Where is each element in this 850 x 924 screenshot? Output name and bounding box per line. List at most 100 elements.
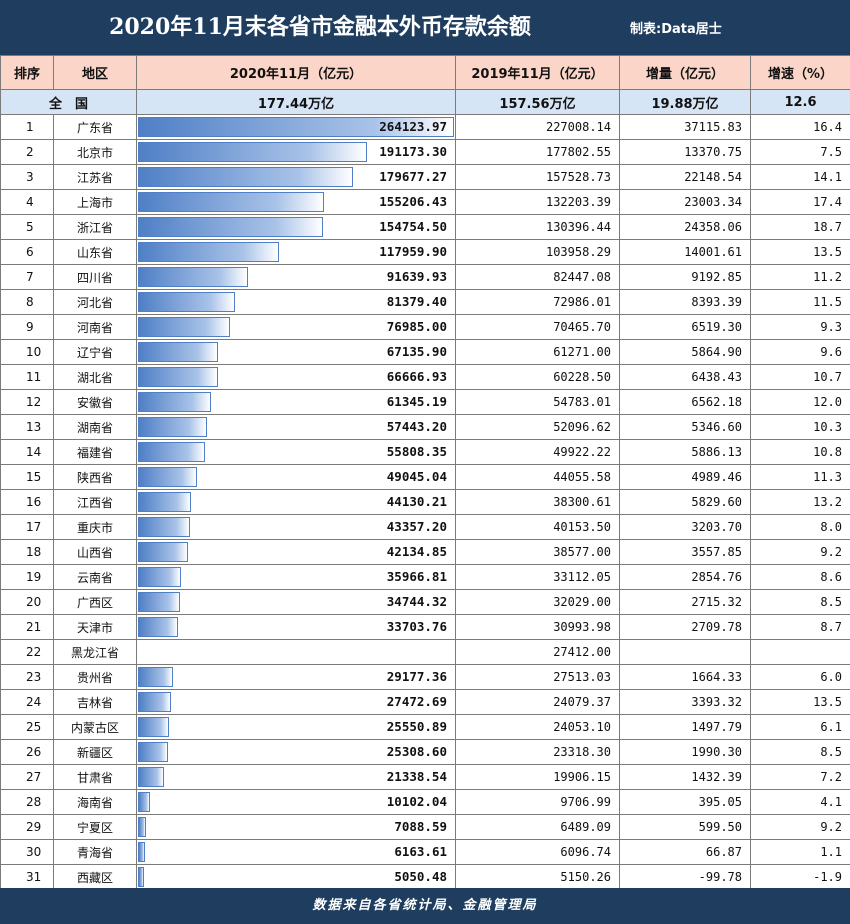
data-bar <box>138 142 367 162</box>
data-bar <box>138 117 454 137</box>
increase-cell: 2709.78 <box>619 614 751 640</box>
deposit-2020-cell: 155206.43 <box>136 189 456 215</box>
rank-cell: 30 <box>0 839 54 865</box>
deposit-2019-cell: 24053.10 <box>455 714 620 740</box>
deposit-2019-cell: 54783.01 <box>455 389 620 415</box>
deposit-2020-value: 44130.21 <box>386 494 447 509</box>
rank-cell: 21 <box>0 614 54 640</box>
maker-credit: 制表:Data居士 <box>630 22 722 37</box>
rank-cell: 16 <box>0 489 54 515</box>
region-cell: 山东省 <box>53 239 137 265</box>
table-row: 19 云南省 35966.81 33112.05 2854.76 8.6 <box>0 564 850 590</box>
data-bar <box>138 317 230 337</box>
rank-cell: 5 <box>0 214 54 240</box>
region-cell: 上海市 <box>53 189 137 215</box>
deposit-2020-value: 117959.90 <box>379 244 447 259</box>
region-cell: 新疆区 <box>53 739 137 765</box>
region-cell: 河北省 <box>53 289 137 315</box>
deposit-2020-value: 154754.50 <box>379 219 447 234</box>
table-row: 18 山西省 42134.85 38577.00 3557.85 9.2 <box>0 539 850 565</box>
increase-cell: 9192.85 <box>619 264 751 290</box>
table-row: 1 广东省 264123.97 227008.14 37115.83 16.4 <box>0 114 850 140</box>
deposit-2019-cell: 38577.00 <box>455 539 620 565</box>
data-bar <box>138 292 235 312</box>
increase-cell: 1432.39 <box>619 764 751 790</box>
region-cell: 广西区 <box>53 589 137 615</box>
increase-cell: 24358.06 <box>619 214 751 240</box>
table-row: 29 宁夏区 7088.59 6489.09 599.50 9.2 <box>0 814 850 840</box>
deposit-2020-value: 49045.04 <box>386 469 447 484</box>
increase-cell: 599.50 <box>619 814 751 840</box>
deposit-2020-cell: 6163.61 <box>136 839 456 865</box>
deposit-2020-cell: 61345.19 <box>136 389 456 415</box>
region-cell: 陕西省 <box>53 464 137 490</box>
deposit-2020-cell <box>136 639 456 665</box>
deposit-2020-cell: 25550.89 <box>136 714 456 740</box>
increase-cell: 1664.33 <box>619 664 751 690</box>
deposit-2020-cell: 91639.93 <box>136 264 456 290</box>
rank-cell: 2 <box>0 139 54 165</box>
deposit-2020-cell: 33703.76 <box>136 614 456 640</box>
data-bar <box>138 792 150 812</box>
data-bar <box>138 442 205 462</box>
deposit-2020-cell: 34744.32 <box>136 589 456 615</box>
deposit-2020-cell: 76985.00 <box>136 314 456 340</box>
deposit-2019-cell: 27513.03 <box>455 664 620 690</box>
region-cell: 河南省 <box>53 314 137 340</box>
deposit-2020-value: 33703.76 <box>386 619 447 634</box>
increase-cell: 6438.43 <box>619 364 751 390</box>
table-row: 31 西藏区 5050.48 5150.26 -99.78 -1.9 <box>0 864 850 890</box>
data-bar <box>138 692 171 712</box>
deposit-2020-cell: 154754.50 <box>136 214 456 240</box>
deposit-2020-cell: 42134.85 <box>136 539 456 565</box>
growth-cell: 8.5 <box>750 589 850 615</box>
table-row: 8 河北省 81379.40 72986.01 8393.39 11.5 <box>0 289 850 315</box>
table-row: 5 浙江省 154754.50 130396.44 24358.06 18.7 <box>0 214 850 240</box>
data-bar <box>138 492 191 512</box>
deposit-2020-value: 179677.27 <box>379 169 447 184</box>
increase-cell: 395.05 <box>619 789 751 815</box>
rank-cell: 1 <box>0 114 54 140</box>
deposit-2020-value: 27472.69 <box>386 694 447 709</box>
increase-cell: 66.87 <box>619 839 751 865</box>
deposit-2019-cell: 19906.15 <box>455 764 620 790</box>
growth-cell: 18.7 <box>750 214 850 240</box>
increase-cell: 2854.76 <box>619 564 751 590</box>
deposit-2020-cell: 81379.40 <box>136 289 456 315</box>
header-increase: 增量（亿元） <box>619 55 751 90</box>
title-bar: 2020年11月末各省市金融本外币存款余额 制表:Data居士 <box>0 0 850 55</box>
deposit-2020-value: 7088.59 <box>394 819 447 834</box>
data-bar <box>138 617 178 637</box>
deposit-2020-cell: 67135.90 <box>136 339 456 365</box>
rank-cell: 28 <box>0 789 54 815</box>
region-cell: 云南省 <box>53 564 137 590</box>
region-cell: 西藏区 <box>53 864 137 890</box>
deposit-2020-value: 76985.00 <box>386 319 447 334</box>
data-bar <box>138 567 181 587</box>
total-growth: 12.6 <box>750 89 850 115</box>
data-bar <box>138 717 169 737</box>
growth-cell: 10.8 <box>750 439 850 465</box>
rank-cell: 10 <box>0 339 54 365</box>
growth-cell: 12.0 <box>750 389 850 415</box>
growth-cell: 8.0 <box>750 514 850 540</box>
deposit-2019-cell: 32029.00 <box>455 589 620 615</box>
rank-cell: 22 <box>0 639 54 665</box>
increase-cell: 8393.39 <box>619 289 751 315</box>
deposit-2019-cell: 49922.22 <box>455 439 620 465</box>
table-row: 16 江西省 44130.21 38300.61 5829.60 13.2 <box>0 489 850 515</box>
deposit-2020-value: 61345.19 <box>386 394 447 409</box>
deposit-2019-cell: 38300.61 <box>455 489 620 515</box>
increase-cell: 5829.60 <box>619 489 751 515</box>
deposit-2020-value: 81379.40 <box>386 294 447 309</box>
deposit-2020-value: 6163.61 <box>394 844 447 859</box>
deposit-2019-cell: 132203.39 <box>455 189 620 215</box>
growth-cell: 10.7 <box>750 364 850 390</box>
table-row: 11 湖北省 66666.93 60228.50 6438.43 10.7 <box>0 364 850 390</box>
data-bar <box>138 217 323 237</box>
deposit-2020-value: 42134.85 <box>386 544 447 559</box>
deposit-2019-cell: 5150.26 <box>455 864 620 890</box>
data-bar <box>138 342 218 362</box>
deposit-2019-cell: 23318.30 <box>455 739 620 765</box>
